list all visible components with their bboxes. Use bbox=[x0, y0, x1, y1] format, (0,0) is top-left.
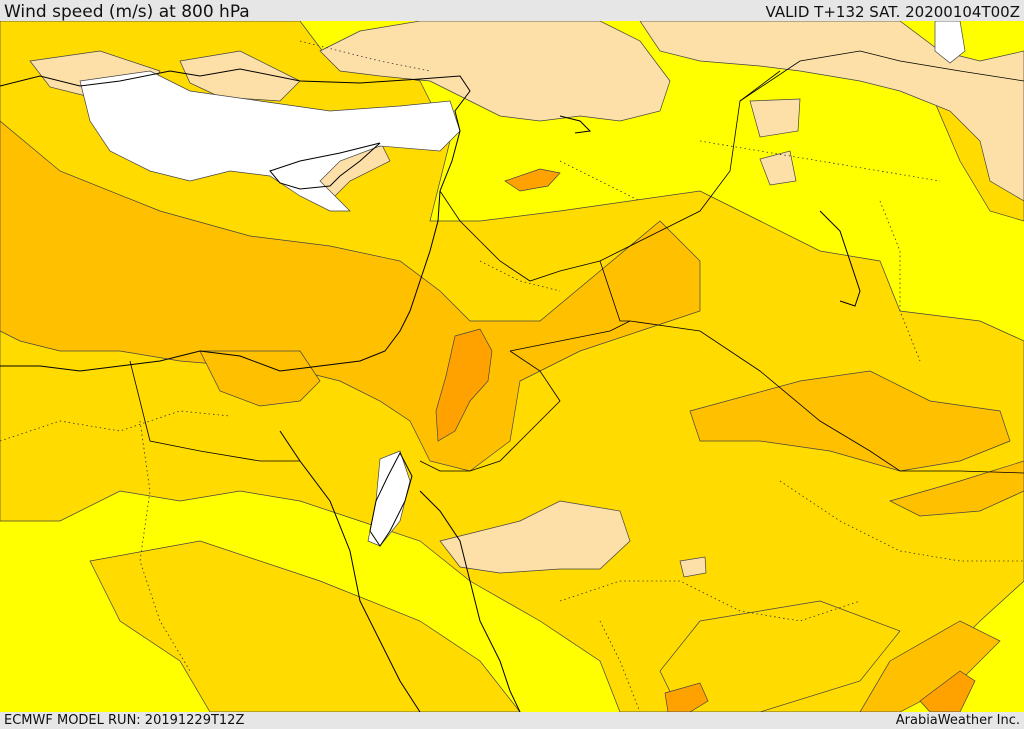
country-borders bbox=[129, 50, 1024, 474]
map-canvas bbox=[0, 21, 1024, 712]
footer-bar: ECMWF MODEL RUN: 20191229T12Z ArabiaWeat… bbox=[0, 712, 1024, 729]
coastlines bbox=[0, 68, 861, 712]
credit-label: ArabiaWeather Inc. bbox=[895, 713, 1020, 728]
model-run-label: ECMWF MODEL RUN: 20191229T12Z bbox=[4, 713, 245, 728]
wind-speed-map[interactable] bbox=[0, 21, 1024, 712]
province-boundaries bbox=[0, 40, 1024, 712]
header-bar: Wind speed (m/s) at 800 hPa VALID T+132 … bbox=[0, 0, 1024, 22]
map-title: Wind speed (m/s) at 800 hPa bbox=[4, 2, 250, 22]
orange-wind-zones bbox=[435, 168, 976, 712]
amber-wind-zones bbox=[0, 120, 1024, 712]
valid-time-label: VALID T+132 SAT. 20200104T00Z bbox=[765, 3, 1020, 21]
calm-wind-zone bbox=[79, 70, 461, 212]
calm-wind-zone-caspian bbox=[934, 21, 966, 64]
